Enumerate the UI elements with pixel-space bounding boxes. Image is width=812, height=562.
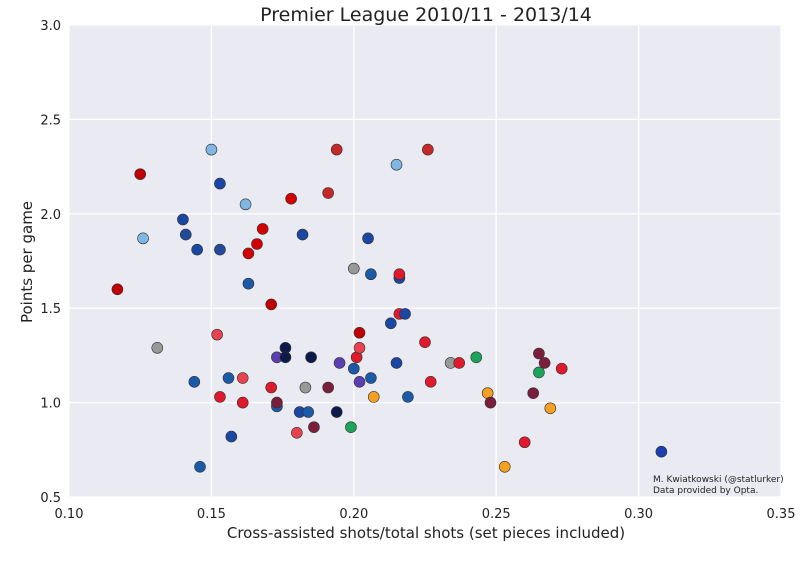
data-point-36 — [305, 351, 317, 364]
data-point-17 — [236, 372, 249, 384]
data-point-72 — [527, 387, 540, 399]
y-tick-label: 1.0 — [40, 397, 61, 412]
data-point-71 — [518, 436, 531, 449]
data-point-18 — [239, 198, 252, 211]
data-point-54 — [385, 317, 397, 330]
x-tick-label: 0.15 — [197, 507, 226, 522]
data-point-35 — [302, 406, 315, 418]
data-point-70 — [498, 460, 511, 473]
data-point-13 — [214, 391, 226, 403]
y-tick-label: 1.5 — [40, 302, 61, 317]
data-point-26 — [271, 396, 283, 409]
grid-lines — [68, 24, 782, 498]
x-tick-label: 0.10 — [55, 507, 84, 522]
y-tick-label: 3.0 — [40, 19, 61, 34]
data-point-37 — [308, 421, 320, 433]
data-point-43 — [345, 421, 357, 433]
data-point-63 — [422, 143, 434, 156]
data-point-8 — [194, 460, 206, 473]
data-point-62 — [419, 336, 431, 348]
plot-area — [69, 25, 781, 497]
data-point-76 — [544, 402, 557, 415]
data-point-60 — [399, 308, 411, 320]
data-point-15 — [225, 430, 238, 443]
y-tick-labels: 0.5 1.0 1.5 2.0 2.5 3.0 — [40, 19, 61, 506]
x-axis-label: Cross-assisted shots/total shots (set pi… — [227, 524, 625, 542]
data-point-66 — [453, 357, 465, 369]
data-point-33 — [296, 228, 309, 241]
data-point-78 — [655, 445, 668, 458]
data-point-12 — [214, 243, 226, 256]
credit-data-source: Data provided by Opta. — [653, 486, 758, 496]
data-point-2 — [137, 232, 149, 245]
data-point-51 — [365, 372, 377, 384]
data-point-30 — [285, 192, 297, 205]
data-point-55 — [390, 158, 403, 171]
y-tick-label: 2.0 — [40, 208, 61, 223]
data-point-61 — [402, 391, 414, 403]
y-axis-label: Points per game — [18, 201, 36, 323]
y-tick-label: 2.5 — [40, 113, 61, 128]
data-point-1 — [134, 168, 146, 180]
data-point-69 — [484, 396, 497, 409]
data-point-67 — [470, 351, 483, 364]
data-point-50 — [362, 232, 374, 245]
data-point-64 — [424, 376, 437, 388]
data-point-49 — [353, 376, 366, 388]
data-point-24 — [265, 381, 278, 394]
data-point-21 — [251, 238, 263, 250]
data-point-31 — [291, 427, 303, 439]
data-point-22 — [256, 223, 269, 235]
data-point-4 — [177, 213, 189, 226]
data-point-20 — [242, 247, 255, 260]
data-point-59 — [393, 268, 406, 281]
data-points — [111, 143, 668, 473]
data-point-77 — [555, 362, 568, 375]
x-tick-label: 0.35 — [767, 507, 796, 522]
data-point-3 — [151, 342, 164, 354]
data-point-48 — [353, 342, 366, 354]
y-tick-label: 0.5 — [40, 491, 61, 506]
data-point-7 — [191, 243, 203, 256]
data-point-6 — [188, 376, 201, 388]
data-point-74 — [533, 366, 545, 379]
data-point-38 — [322, 381, 334, 394]
x-tick-label: 0.25 — [482, 507, 511, 522]
credit-author: M. Kwiatkowski (@statlurker) — [653, 475, 784, 485]
chart-title: Premier League 2010/11 - 2013/14 — [260, 4, 592, 26]
data-point-52 — [365, 268, 377, 281]
data-point-73 — [533, 347, 545, 360]
data-point-11 — [214, 177, 226, 190]
data-point-42 — [333, 357, 346, 369]
x-tick-labels: 0.10 0.15 0.20 0.25 0.30 0.35 — [55, 507, 796, 522]
data-point-19 — [242, 277, 255, 290]
data-point-16 — [236, 396, 249, 409]
x-tick-label: 0.30 — [624, 507, 653, 522]
data-point-56 — [390, 357, 403, 369]
data-point-75 — [538, 357, 551, 369]
data-point-39 — [322, 187, 334, 199]
data-point-34 — [299, 381, 312, 394]
data-point-44 — [347, 362, 360, 375]
data-point-0 — [111, 283, 124, 296]
data-point-9 — [205, 143, 218, 156]
data-point-40 — [330, 143, 343, 156]
data-point-10 — [211, 328, 223, 341]
data-point-14 — [222, 372, 235, 384]
data-point-53 — [367, 391, 380, 403]
data-point-47 — [353, 326, 366, 339]
data-point-41 — [330, 406, 343, 418]
data-point-45 — [347, 262, 360, 275]
data-point-29 — [279, 351, 292, 364]
data-point-5 — [179, 228, 192, 241]
data-point-23 — [265, 298, 278, 311]
x-tick-label: 0.20 — [339, 507, 368, 522]
